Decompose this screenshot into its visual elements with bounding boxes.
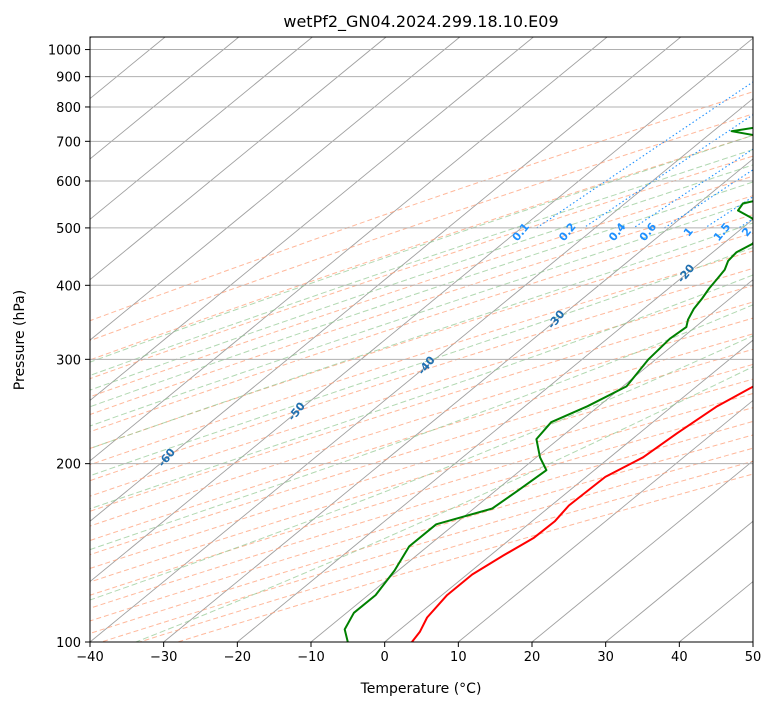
dry-adiabat-line [90,407,753,609]
dry-adiabat-line [90,113,753,342]
profile-series [343,126,753,642]
x-tick-label: −10 [297,650,324,665]
dry-adiabat-line [90,392,753,596]
y-tick-label: 200 [56,458,81,473]
isotherm-line [605,520,753,642]
plot-frame [89,36,754,643]
x-tick-label: 30 [597,650,614,665]
isotherm-line [90,37,682,522]
moist-adiabat-line [90,181,753,408]
y-tick-label: 100 [56,636,81,651]
isotherm-line [90,37,387,281]
isotherm-line [531,460,753,642]
mixing-ratio-lines [536,81,753,229]
dry-adiabat-line [90,420,753,622]
y-tick-label: 700 [56,135,81,150]
x-tick-label: 50 [745,650,762,665]
moist-adiabat-line [90,148,753,376]
isotherm-line [458,399,753,642]
y-axis-ticks: 100 200 300 400 500 600 700 800 900 1000 [48,44,90,651]
dry-adiabat-line [90,91,753,322]
isotherm-line [90,97,753,642]
pressure-gridlines [90,49,753,642]
moist-adiabat-line [135,366,753,642]
x-tick-label: 20 [524,650,541,665]
isotherm-line [384,339,753,642]
isotherm-line [90,37,608,462]
x-axis-label: Temperature (°C) [360,681,482,697]
dry-adiabat-line [90,267,753,482]
isotherm-line [90,37,753,583]
dry-adiabat-line [90,175,753,398]
isotherm-line [90,37,461,341]
dry-adiabat-line [90,434,753,634]
y-tick-label: 400 [56,279,81,294]
isotherm-line [90,37,534,402]
y-tick-label: 500 [56,222,81,237]
isotherm-line [163,158,753,642]
y-axis-label: Pressure (hPa) [12,290,28,390]
isotherm-line [90,37,313,220]
y-tick-label: 300 [56,353,81,368]
x-tick-label: −30 [150,650,177,665]
moist-adiabat-line [90,247,753,477]
mixing-ratio-line [583,114,753,229]
isotherm-line [237,218,753,642]
y-tick-label: 1000 [48,44,81,59]
x-tick-label: −40 [76,650,103,665]
dry-adiabat-line [90,333,753,542]
chart-title: wetPf2_GN04.2024.299.18.10.E09 [283,12,558,32]
dry-adiabat-line [90,378,753,583]
moist-adiabat-line [90,335,753,601]
dewpoint-line [343,126,753,642]
x-axis-ticks: −40 −30 −20 −10 0 10 20 30 40 50 [76,642,761,665]
x-tick-label: 0 [381,650,389,665]
temperature-line [411,385,753,642]
y-tick-label: 800 [56,101,81,116]
y-tick-label: 900 [56,71,81,86]
mixing-ratio-line [536,81,753,229]
x-tick-label: −20 [224,650,251,665]
background-lines [90,37,753,642]
dry-adiabat-line [90,214,753,433]
moist-adiabat-line [90,164,753,391]
x-tick-label: 10 [450,650,467,665]
dry-adiabat-line [90,250,753,466]
y-tick-label: 600 [56,175,81,190]
isotherm-line [90,37,240,160]
isotherm-line [310,279,753,642]
dry-adiabat-line [90,301,753,512]
x-tick-label: 40 [671,650,688,665]
